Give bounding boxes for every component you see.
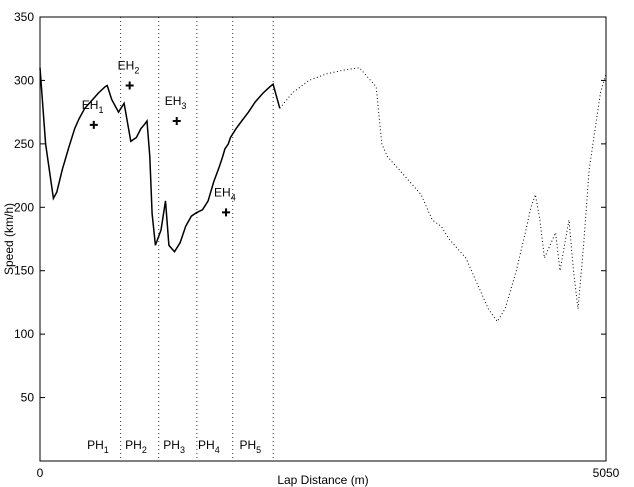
- y-tick-label-200: 200: [14, 200, 34, 214]
- plot-frame: [39, 16, 607, 462]
- phase-label-5: PH5: [240, 438, 262, 455]
- y-tick-label-350: 350: [14, 10, 34, 24]
- y-tick-label-150: 150: [14, 264, 34, 278]
- x-tick-label-end: 5050: [593, 466, 620, 480]
- series-group: [39, 67, 607, 323]
- eh-label-4: EH4: [214, 185, 236, 202]
- phase-label-4: PH4: [198, 438, 220, 455]
- y-tick-label-300: 300: [14, 73, 34, 87]
- speed-line-solid: [39, 67, 281, 253]
- eh-label-1: EH1: [82, 98, 104, 115]
- eh-marker-1: [89, 120, 98, 129]
- speed-line-dotted: [279, 67, 607, 323]
- y-tick-label-100: 100: [14, 327, 34, 341]
- y-axis-label: Speed (km/h): [2, 203, 16, 275]
- y-tick-label-50: 50: [21, 391, 35, 405]
- eh-label-3: EH3: [165, 94, 187, 111]
- y-ticks: 50 100 150 200 250 300 350: [14, 10, 606, 405]
- points-group: EH1 EH2 EH3 EH4: [82, 59, 236, 217]
- phase-label-1: PH1: [87, 438, 109, 455]
- phase-label-3: PH3: [163, 438, 185, 455]
- phase-label-2: PH2: [125, 438, 147, 455]
- eh-marker-4: [222, 208, 231, 217]
- eh-marker-3: [172, 117, 181, 126]
- phase-lines: PH1 PH2 PH3 PH4 PH5: [87, 17, 274, 461]
- y-tick-label-250: 250: [14, 137, 34, 151]
- eh-marker-2: [125, 81, 134, 90]
- x-ticks: 0 5050: [37, 466, 620, 480]
- x-tick-label-start: 0: [37, 466, 44, 480]
- eh-label-2: EH2: [118, 59, 140, 76]
- x-axis-label: Lap Distance (m): [277, 473, 368, 487]
